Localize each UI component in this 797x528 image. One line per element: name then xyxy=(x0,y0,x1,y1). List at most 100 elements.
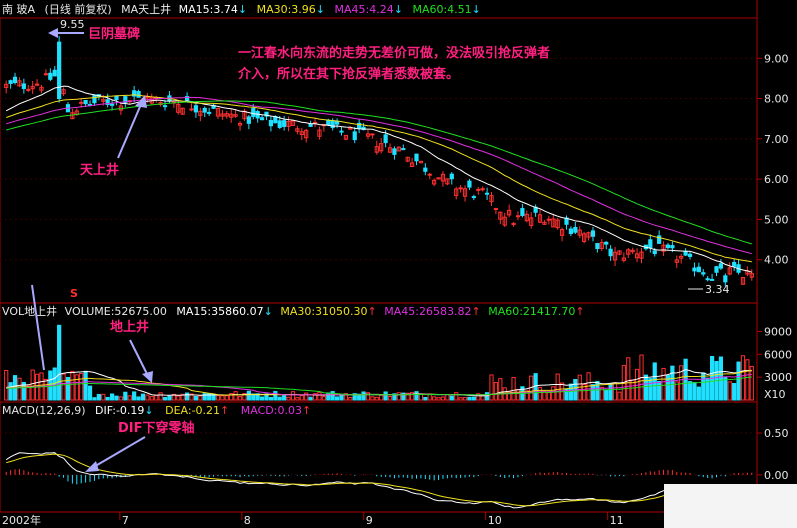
volume-bar xyxy=(295,397,300,401)
candle-body xyxy=(43,73,49,76)
volume-bar xyxy=(162,397,168,401)
candle-body xyxy=(348,127,353,130)
candle-body xyxy=(12,76,18,84)
macd-ytick-label: 0.50 xyxy=(764,427,789,440)
candle-body xyxy=(511,222,516,225)
macd-value: MACD:0.03 xyxy=(241,404,302,417)
candle-body xyxy=(714,266,719,273)
volume-bar xyxy=(432,396,437,401)
candle-body xyxy=(529,217,534,226)
candle-body xyxy=(423,167,428,172)
volume-bar xyxy=(114,395,119,401)
volume-bar xyxy=(467,396,472,401)
volume-bar xyxy=(299,395,304,401)
volume-bar xyxy=(198,395,203,401)
candle-body xyxy=(489,195,494,203)
stock-symbol: 南 玻A xyxy=(2,3,35,16)
volume-bar xyxy=(273,390,278,401)
volume-bar xyxy=(405,392,410,401)
svg-text:南 玻A (日线 前复权) MA天上井: 南 玻A (日线 前复权) MA天上井 MA15:3.74↓ MA30:3.96… xyxy=(2,2,481,16)
dif-cross-annotation: DIF下穿零轴 xyxy=(118,420,195,436)
volume-bar xyxy=(732,382,737,401)
candle-body xyxy=(462,188,468,197)
volume-bar xyxy=(65,376,71,401)
s-mark: S xyxy=(70,287,78,300)
candle-body xyxy=(595,243,600,250)
vol-ma60-line xyxy=(6,376,752,396)
candle-body xyxy=(696,266,701,273)
candle-body xyxy=(427,173,432,176)
volume-bar xyxy=(348,397,353,401)
candle-body xyxy=(52,69,57,77)
candle-body xyxy=(617,250,622,255)
volume-bar xyxy=(701,372,706,401)
volume-bar xyxy=(524,390,529,401)
x-tick-label: 2002年 xyxy=(2,513,41,527)
candle-body xyxy=(630,249,635,253)
ma30-value: MA30:3.96 xyxy=(257,3,316,16)
ground-well-arrow xyxy=(129,339,149,377)
volume-bar xyxy=(43,378,49,401)
candle-body xyxy=(440,173,446,182)
candle-body xyxy=(449,173,454,180)
candle-body xyxy=(498,211,503,220)
volume-bar xyxy=(26,385,31,401)
sky-well-annotation: 天上井 xyxy=(80,162,119,178)
price-ytick-label: 7.00 xyxy=(764,133,789,146)
volume-bar xyxy=(255,393,260,401)
volume-bar xyxy=(229,393,234,401)
candle-body xyxy=(233,114,238,117)
candle-body xyxy=(4,83,9,88)
dea-line xyxy=(6,453,752,507)
candle-body xyxy=(524,213,529,222)
candle-body xyxy=(343,134,349,140)
candle-body xyxy=(220,113,225,117)
candle-body xyxy=(546,218,551,221)
candle-body xyxy=(634,253,640,259)
ma15-line xyxy=(5,85,752,273)
volume-bar xyxy=(409,392,415,401)
candle-body xyxy=(136,90,141,98)
axis-labels: 9.00 8.00 7.00 6.00 5.00 4.00 9000 6000 3000 X10 0… xyxy=(2,52,792,527)
volume-bar xyxy=(436,397,441,401)
candle-body xyxy=(559,229,565,236)
candle-body xyxy=(246,116,251,124)
volume-bar xyxy=(259,396,265,401)
candle-body xyxy=(409,162,415,167)
volume-bar xyxy=(365,392,371,401)
candle-body xyxy=(224,113,229,117)
candle-body xyxy=(308,123,313,127)
candle-body xyxy=(145,96,150,99)
volume-bar xyxy=(61,373,66,401)
volume-bar xyxy=(158,392,163,401)
candle-body xyxy=(317,129,322,137)
dif-line xyxy=(5,452,752,509)
volume-bar xyxy=(154,394,159,401)
candle-body xyxy=(582,233,587,242)
candle-body xyxy=(542,221,547,225)
volume-bar xyxy=(246,390,251,401)
volume-bar xyxy=(308,396,313,401)
volume-bar xyxy=(379,394,384,401)
volume-bar xyxy=(330,391,335,401)
low-price-label: 3.34 xyxy=(705,283,730,296)
candle-body xyxy=(34,83,40,86)
volume-bar xyxy=(484,392,490,401)
candle-body xyxy=(286,120,291,127)
candle-body xyxy=(445,178,450,185)
candle-body xyxy=(683,250,688,256)
candle-body xyxy=(61,89,66,95)
candle-body xyxy=(555,219,560,229)
candle-body xyxy=(299,131,304,136)
volume-bar xyxy=(493,382,499,401)
volume-bar xyxy=(696,386,701,401)
volume-bar xyxy=(268,396,274,401)
candle-body xyxy=(207,111,212,114)
volume-bar xyxy=(396,392,401,401)
candle-body xyxy=(57,41,62,100)
candle-body xyxy=(352,131,357,141)
volume-bar xyxy=(374,396,379,401)
candle-body xyxy=(162,105,168,108)
candle-body xyxy=(723,275,728,283)
